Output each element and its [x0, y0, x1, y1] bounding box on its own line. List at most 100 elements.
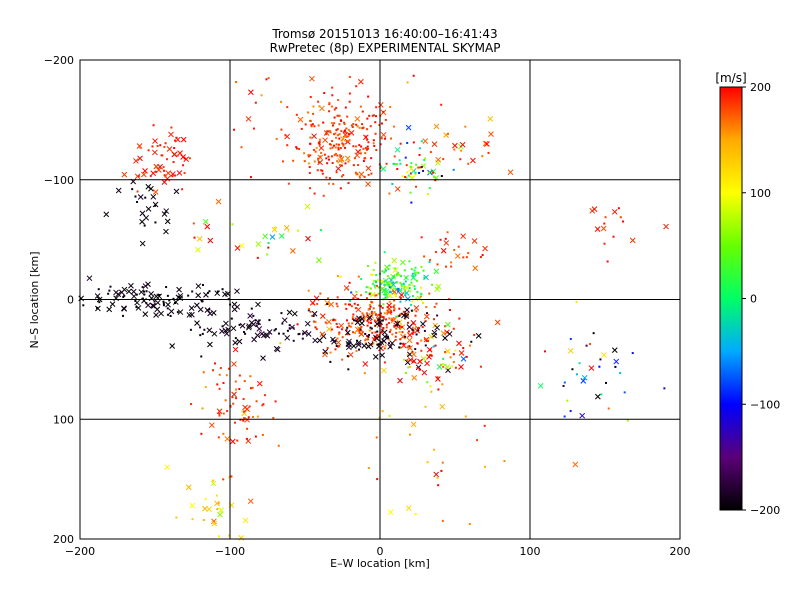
dot-point — [400, 325, 403, 328]
dot-point — [457, 245, 460, 248]
dot-point — [317, 124, 320, 127]
dot-point — [335, 322, 338, 325]
dot-point — [371, 331, 374, 334]
dot-point — [424, 344, 427, 347]
dot-point — [353, 319, 356, 322]
dot-point — [372, 307, 375, 310]
cross-point — [458, 364, 464, 370]
dot-point — [415, 279, 418, 282]
cross-point — [456, 340, 462, 347]
cross-point — [238, 534, 245, 541]
dot-point — [617, 207, 620, 210]
dot-point — [333, 144, 336, 147]
dot-point — [352, 123, 355, 126]
colorbar-tick-label: −200 — [750, 504, 780, 517]
dot-point — [330, 328, 333, 331]
dot-point — [234, 380, 237, 383]
dot-point — [203, 328, 206, 331]
dot-point — [222, 381, 225, 384]
cross-point — [313, 295, 320, 302]
dot-point — [298, 332, 301, 335]
cross-point — [572, 461, 579, 468]
cross-point — [567, 347, 574, 354]
dot-point — [483, 424, 486, 427]
dot-point — [395, 163, 398, 166]
dot-point — [385, 318, 388, 321]
colorbar-tick-label: 200 — [750, 81, 771, 94]
cross-point — [406, 337, 413, 344]
dot-point — [166, 158, 169, 161]
dot-point — [481, 254, 484, 257]
dot-point — [376, 330, 379, 333]
dot-point — [340, 155, 343, 158]
dot-point — [381, 270, 384, 273]
dot-point — [251, 386, 254, 389]
cross-point — [431, 141, 438, 147]
dot-point — [356, 303, 359, 306]
cross-point — [424, 360, 430, 367]
dot-point — [398, 346, 401, 349]
cross-point — [204, 223, 211, 230]
cross-point — [133, 158, 139, 164]
dot-point — [322, 194, 325, 197]
dot-point — [407, 354, 410, 357]
cross-point — [322, 348, 329, 355]
cross-point — [137, 155, 143, 162]
cross-point — [323, 130, 330, 136]
dot-point — [404, 280, 407, 283]
dot-point — [404, 371, 407, 374]
dot-point — [395, 315, 398, 318]
dot-point — [422, 269, 425, 272]
dot-point — [189, 328, 192, 331]
dot-point — [424, 157, 427, 160]
dot-point — [295, 146, 298, 149]
dot-point — [398, 273, 401, 276]
dot-point — [347, 160, 350, 163]
dot-point — [408, 365, 411, 368]
dot-point — [383, 283, 386, 286]
dot-point — [191, 518, 194, 521]
dot-point — [407, 366, 410, 369]
dot-point — [569, 410, 572, 413]
dot-point — [476, 439, 479, 442]
dot-point — [141, 286, 144, 289]
dot-point — [351, 318, 354, 321]
dot-point — [389, 287, 392, 290]
dot-point — [374, 331, 377, 334]
dot-point — [387, 338, 390, 341]
dot-point — [346, 355, 349, 358]
cross-point — [350, 343, 357, 349]
dot-point — [370, 321, 373, 324]
x-tick-label: −200 — [65, 545, 95, 558]
dot-point — [243, 410, 246, 413]
dot-point — [341, 142, 344, 145]
cross-point — [359, 320, 365, 327]
dot-point — [155, 170, 158, 173]
cross-point — [78, 295, 85, 302]
dot-point — [367, 321, 370, 324]
dot-point — [429, 385, 432, 388]
cross-point — [118, 289, 125, 296]
dot-point — [323, 153, 326, 156]
dot-point — [173, 147, 176, 150]
dot-point — [354, 331, 357, 334]
dot-point — [363, 175, 366, 178]
dot-point — [413, 287, 416, 290]
dot-point — [426, 381, 429, 384]
dot-point — [382, 110, 385, 113]
dot-point — [399, 296, 402, 299]
dot-point — [256, 415, 259, 418]
cross-point — [148, 291, 154, 297]
cross-point — [417, 358, 423, 365]
cross-point — [420, 321, 426, 327]
dot-point — [338, 333, 341, 336]
cross-point — [346, 338, 352, 345]
dot-point — [398, 307, 401, 310]
dot-point — [173, 139, 176, 142]
dot-point — [440, 103, 443, 106]
dot-point — [383, 312, 386, 315]
cross-point — [176, 286, 182, 293]
cross-point — [86, 275, 93, 282]
dot-point — [309, 119, 312, 122]
dot-point — [423, 276, 426, 279]
